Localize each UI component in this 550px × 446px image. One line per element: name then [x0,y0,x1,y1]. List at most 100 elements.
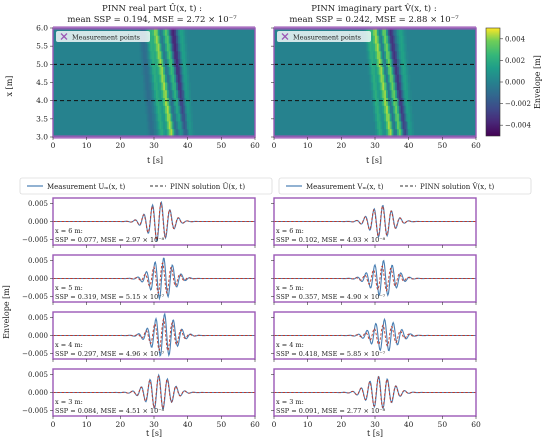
heatmap-cell [172,82,175,91]
heatmap-cell [168,121,171,130]
heatmap-cell [397,28,400,37]
heatmap-cell [157,35,160,44]
heatmap-cell [187,113,190,122]
measurement-points-legend: Measurement points [277,31,371,42]
heatmap-cell [384,66,387,76]
heatmap-cell [378,113,381,122]
x-tick-label: 50 [438,420,448,429]
heatmap-cell [387,98,391,107]
heatmap-cell [159,121,162,130]
y-tick-label: 5.5 [36,42,48,51]
heatmap-cell [159,74,162,83]
line-panel-right-x3: 0 10 20 30 40 50 60 x = 3 m:SSP = 0.091, MSE = … [271,368,481,438]
heatmap-cell [155,51,159,60]
heatmap-cell [391,129,394,138]
colorbar-gradient [485,27,501,137]
measurement-points-marker [60,33,68,40]
heatmap-cell [369,59,372,68]
heatmap-cell [393,35,396,44]
heatmap-cell [174,82,177,91]
heatmap-cell [397,59,400,68]
y-tick-label: −0.005 [22,236,48,244]
heatmap-cell [166,113,170,122]
line-panel-left-x4: 0.005 0.000 −0.005 x = 4 m:SSP = 0.297, MSE… [22,311,256,362]
heatmap-cell [404,129,407,138]
heatmap-cell [188,82,192,91]
heatmap-cell [369,82,372,91]
heatmap-cell [174,35,177,44]
heatmap-cell [161,105,164,115]
panel-x-label: x = 3 m: [55,398,83,406]
heatmap-cell [174,43,177,52]
x-tick-label: 20 [337,420,347,429]
heatmap-cell [152,105,155,115]
heatmap-cell [395,43,398,52]
heatmap-cell [389,121,392,130]
heatmap-cell [380,59,383,68]
heatmap-cell [172,43,175,52]
heatmap-cell [157,51,160,60]
heatmap-cell [157,105,160,115]
heatmap-cell [144,98,148,107]
heatmap-cell [382,129,385,138]
heatmap-cell [183,121,186,130]
heatmap-cell [382,90,385,99]
heatmap-cell [406,82,409,91]
heatmap-cell [161,113,164,122]
heatmap-cell [187,121,190,130]
heatmap-cell [371,28,374,37]
heatmap-cell [185,129,188,138]
heatmap-cell [165,90,168,99]
heatmap-cell [159,28,162,37]
heatmap-cell [146,121,149,130]
heatmap-cell [168,98,171,107]
heatmap-cell [155,113,159,122]
y-tick-label: −0.005 [22,407,48,415]
heatmap-cell [152,129,155,138]
y-tick-label: 3.5 [36,114,48,123]
heatmap-cell [384,28,387,37]
heatmap-cell [142,90,146,99]
heatmap-cell [159,113,162,122]
heatmap-cell [157,121,160,130]
heatmap-cell [142,66,146,76]
heatmap-cell [172,90,175,99]
heatmap-cell [174,113,177,122]
heatmap-cell [395,59,398,68]
heatmap-right-title-line2: mean SSP = 0.242, MSE = 2.88 × 10⁻⁷ [289,15,459,25]
heatmap-cell [408,113,411,122]
heatmap-cell [375,51,378,60]
heatmap-cell [179,28,182,37]
panel-metrics: SSP = 0.084, MSE = 4.51 × 10⁻⁸ [55,407,165,415]
x-tick-label: 0 [272,420,277,429]
heatmap-cell [155,35,159,44]
heatmap-cell [380,113,383,122]
heatmap-cell [152,28,155,37]
heatmap-cell [395,121,398,130]
heatmap-cell [375,129,378,138]
heatmap-cell [176,105,179,115]
heatmap-cell [174,59,177,68]
heatmap-cell [397,90,400,99]
heatmap-left-title-line2: mean SSP = 0.194, MSE = 2.72 × 10⁻⁷ [67,15,237,25]
heatmap-cell [384,129,387,138]
heatmap-cell [148,129,151,138]
heatmap-cell [400,28,403,37]
heatmap-cell [408,82,411,91]
heatmap-cell [181,74,184,83]
y-tick-label: 5.0 [36,60,48,69]
heatmap-cell [375,98,378,107]
heatmap-cell [190,105,193,115]
heatmap-cell [378,129,381,138]
measurement-points-marker [281,33,289,40]
heatmap-cell [165,66,168,76]
line-panel-right-x6: x = 6 m:SSP = 0.102, MSE = 4.93 × 10⁻⁸ [271,197,477,248]
heatmap-cell [378,28,381,37]
panel-x-label: x = 6 m: [276,227,304,235]
heatmap-cell [380,82,383,91]
heatmap-cell [387,90,391,99]
heatmap-cell [183,129,186,138]
y-tick-label: 0.005 [28,371,48,379]
